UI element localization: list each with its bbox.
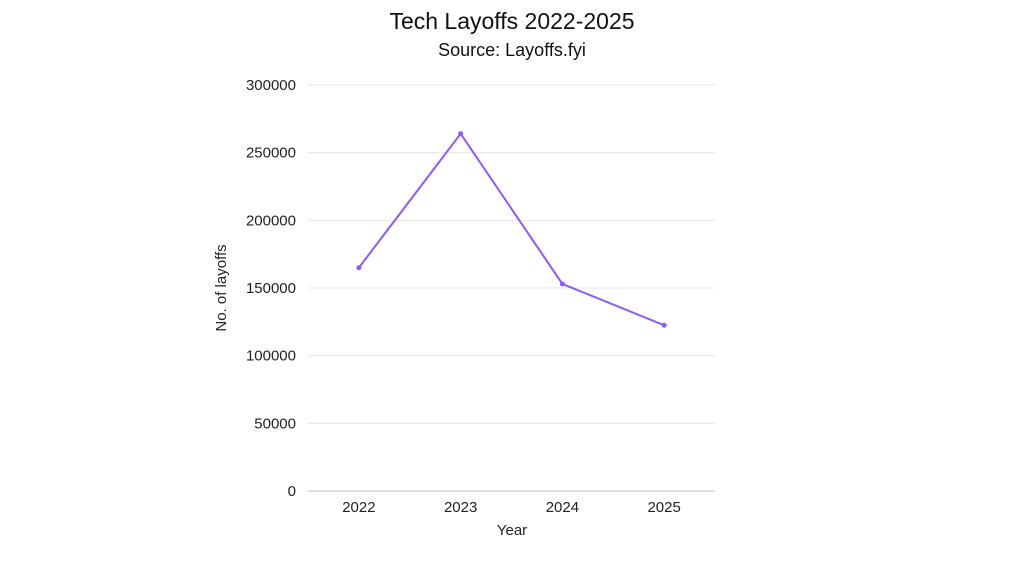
x-tick-label: 2022 [342,499,375,516]
y-tick-label: 300000 [246,77,296,94]
data-point[interactable] [356,265,362,271]
x-tick-labels: 2022 2023 2024 2025 [342,499,681,516]
chart-subtitle: Source: Layoffs.fyi [438,40,586,60]
y-tick-label: 200000 [246,212,296,229]
chart-title: Tech Layoffs 2022-2025 [389,8,635,34]
y-tick-label: 250000 [246,145,296,162]
y-tick-label: 150000 [246,280,296,297]
series-line [358,132,665,327]
data-point[interactable] [559,281,565,287]
y-tick-label: 50000 [254,415,296,432]
y-tick-label: 100000 [246,348,296,365]
series-layer [356,131,667,328]
y-axis-title: No. of layoffs [213,244,230,331]
x-tick-label: 2023 [444,499,477,516]
x-axis-title: Year [497,522,527,539]
x-tick-label: 2024 [546,499,579,516]
y-tick-labels: 0 50000 100000 150000 200000 250000 300000 [246,77,296,500]
x-tick-label: 2025 [647,499,680,516]
data-point[interactable] [661,322,667,328]
y-tick-label: 0 [288,483,296,500]
data-point[interactable] [458,131,464,137]
grid-lines [308,84,715,492]
